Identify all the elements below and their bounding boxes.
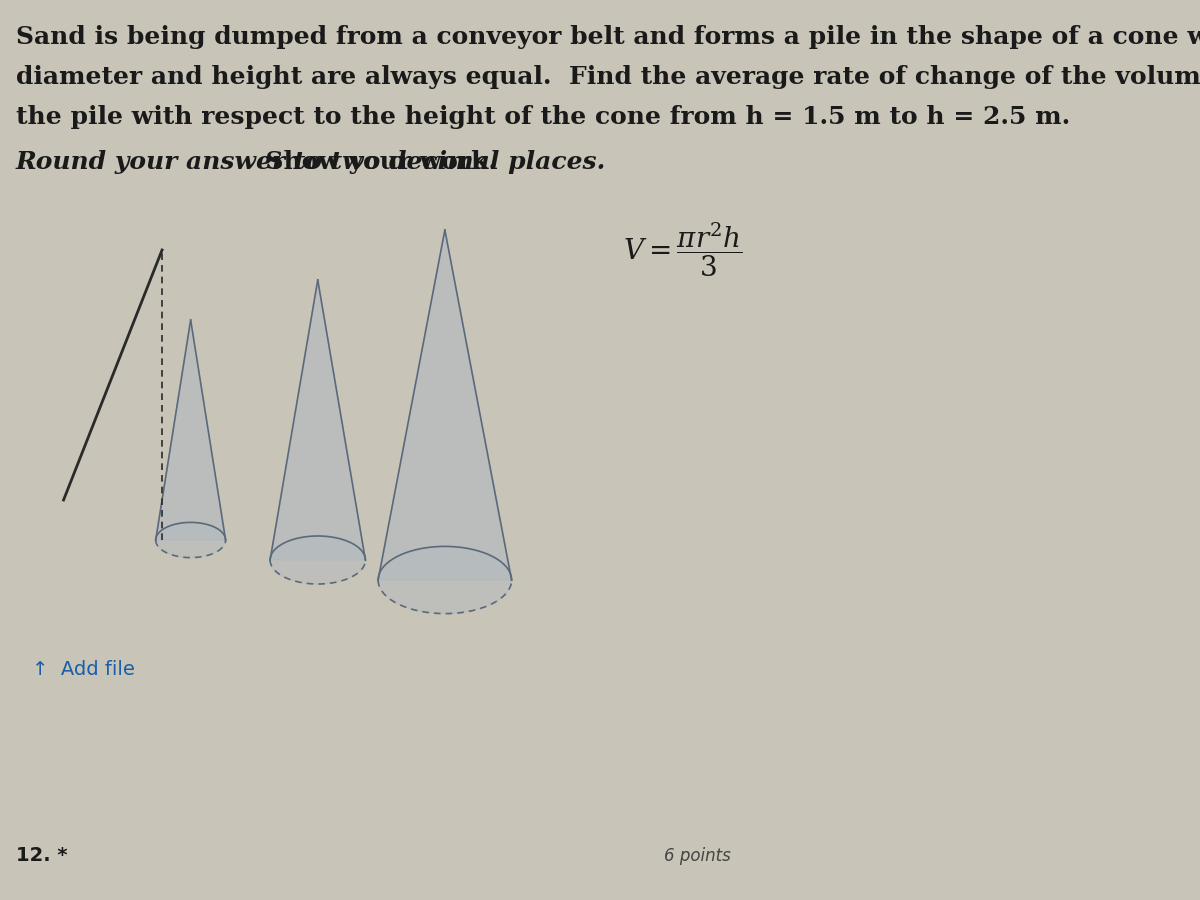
Text: Sand is being dumped from a conveyor belt and forms a pile in the shape of a con: Sand is being dumped from a conveyor bel… bbox=[16, 25, 1200, 49]
Text: the pile with respect to the height of the cone from h = 1.5 m to h = 2.5 m.: the pile with respect to the height of t… bbox=[16, 105, 1070, 129]
Text: $V = \dfrac{\pi r^2 h}{3}$: $V = \dfrac{\pi r^2 h}{3}$ bbox=[623, 220, 743, 279]
Polygon shape bbox=[270, 536, 366, 584]
Text: 12. *: 12. * bbox=[16, 846, 67, 865]
Polygon shape bbox=[378, 546, 511, 614]
Text: 6 points: 6 points bbox=[664, 847, 731, 865]
Text: Show your work.: Show your work. bbox=[248, 150, 497, 174]
Polygon shape bbox=[270, 280, 366, 560]
Text: diameter and height are always equal.  Find the average rate of change of the vo: diameter and height are always equal. Fi… bbox=[16, 65, 1200, 89]
Polygon shape bbox=[156, 522, 226, 558]
Text: Round your answer to two decimal places.: Round your answer to two decimal places. bbox=[16, 150, 606, 174]
Polygon shape bbox=[156, 320, 226, 540]
Text: ↑  Add file: ↑ Add file bbox=[31, 660, 134, 679]
Polygon shape bbox=[378, 230, 511, 580]
